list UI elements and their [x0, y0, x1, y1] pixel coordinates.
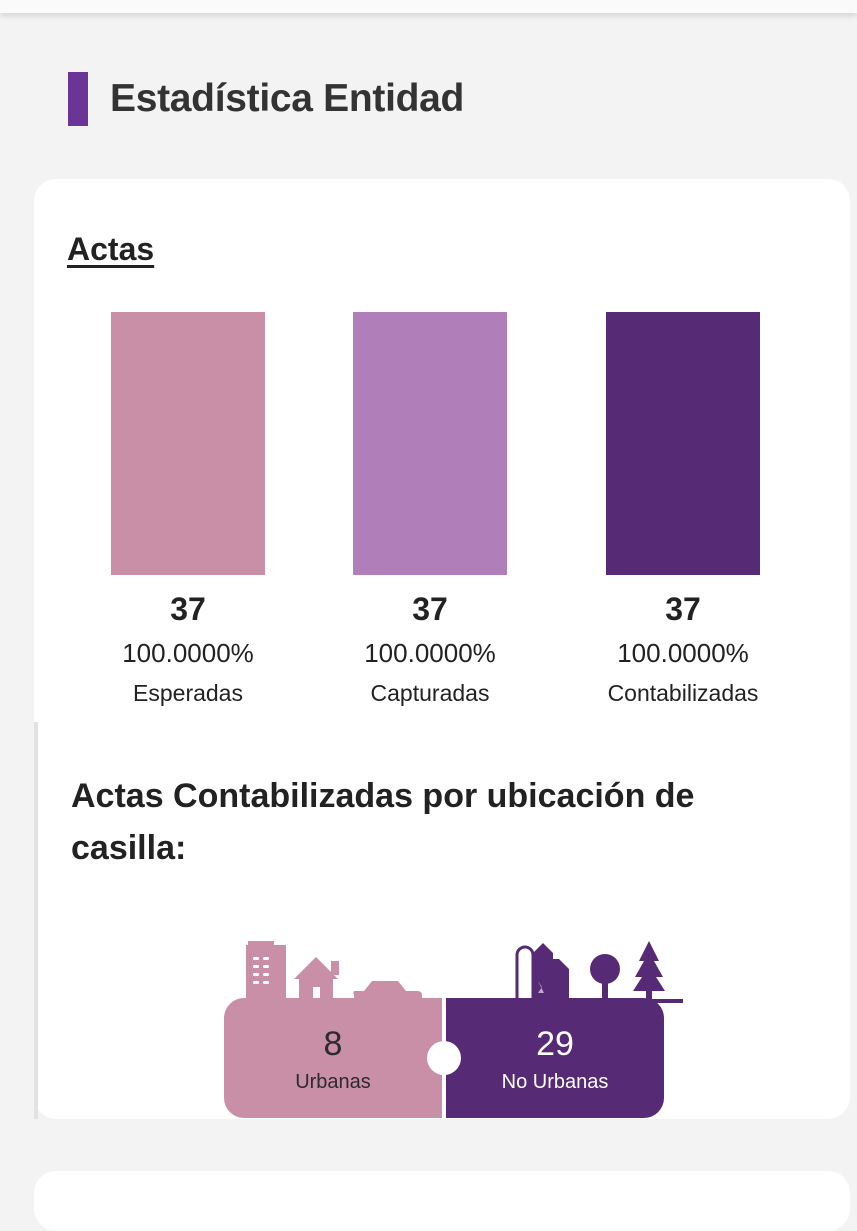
no-urbanas-count: 29 — [536, 1025, 574, 1063]
urbanas-label: Urbanas — [295, 1071, 371, 1093]
urbanas-count: 8 — [323, 1025, 343, 1063]
bar-contabilizadas-count: 37 — [665, 591, 701, 627]
no-urbanas-label: No Urbanas — [501, 1071, 609, 1093]
bar-esperadas-fill — [111, 312, 265, 575]
bar-esperadas-percent: 100.0000% — [122, 638, 254, 668]
title-accent-bar — [68, 72, 88, 126]
bar-capturadas-fill — [353, 312, 507, 575]
bar-esperadas-count: 37 — [170, 591, 206, 627]
page-title: Estadística Entidad — [110, 77, 465, 120]
ubicacion-title: Actas Contabilizadas por ubicación de ca… — [71, 777, 695, 867]
ubicacion-panel: Actas Contabilizadas por ubicación de ca… — [34, 722, 850, 1119]
bar-capturadas-label: Capturadas — [370, 680, 490, 706]
car-icon — [353, 981, 422, 1001]
bar-contabilizadas-fill — [606, 312, 760, 575]
pine-tree-icon — [633, 941, 665, 1003]
actas-card: Actas 37 100.0000% Esperadas 37 100.0000… — [34, 179, 850, 1119]
bar-capturadas-count: 37 — [412, 591, 448, 627]
top-app-bar — [0, 0, 857, 13]
bar-esperadas: 37 100.0000% Esperadas — [73, 312, 303, 708]
house-icon — [294, 957, 339, 1003]
no-urbanas-block: 29 No Urbanas — [446, 998, 664, 1118]
bar-contabilizadas-percent: 100.0000% — [617, 638, 749, 668]
bar-contabilizadas: 37 100.0000% Contabilizadas — [568, 312, 798, 708]
divider-dot — [427, 1041, 461, 1075]
urban-icons — [238, 941, 436, 1003]
building-icon — [246, 941, 286, 1003]
urbanas-block: 8 Urbanas — [224, 998, 442, 1118]
section-header: Estadística Entidad — [68, 72, 464, 126]
bar-capturadas: 37 100.0000% Capturadas — [315, 312, 545, 708]
bar-esperadas-label: Esperadas — [133, 680, 243, 706]
bar-capturadas-percent: 100.0000% — [364, 638, 496, 668]
barn-silo-icon — [515, 943, 569, 1003]
next-card — [34, 1171, 850, 1231]
actas-title[interactable]: Actas — [67, 231, 155, 267]
bar-contabilizadas-label: Contabilizadas — [607, 680, 759, 706]
round-tree-icon — [590, 954, 620, 1003]
rural-icons — [513, 941, 683, 1003]
